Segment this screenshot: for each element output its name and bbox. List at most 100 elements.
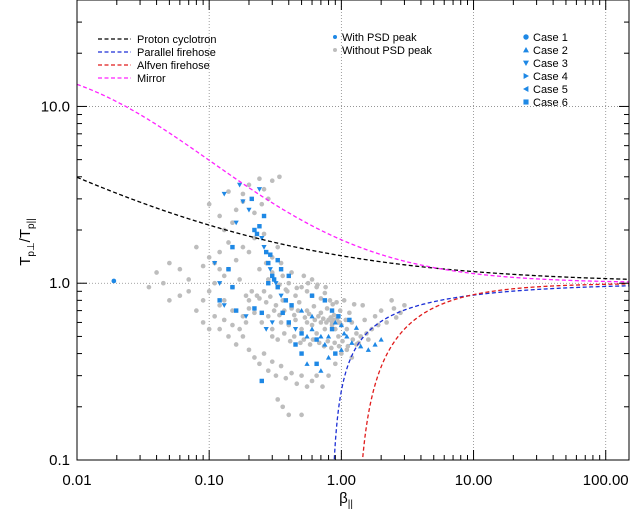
point-with-psd [261, 213, 267, 219]
point-with-psd [289, 303, 294, 308]
point-with-psd [372, 341, 378, 347]
point-without-psd [269, 178, 275, 184]
point-without-psd [304, 288, 310, 294]
point-without-psd [294, 381, 300, 387]
point-with-psd [233, 220, 239, 226]
point-with-psd [283, 298, 289, 303]
point-without-psd [291, 312, 297, 318]
legend-case-marker [523, 99, 529, 105]
point-without-psd [212, 280, 217, 286]
point-with-psd [267, 267, 273, 272]
point-with-psd [111, 278, 117, 284]
point-with-psd [270, 273, 275, 279]
x-axis-title-sub: || [348, 499, 353, 510]
legend-line-label: Alfven firehose [137, 60, 210, 72]
point-with-psd [333, 351, 338, 356]
point-without-psd [299, 373, 304, 378]
point-with-psd [261, 245, 267, 250]
point-without-psd [278, 320, 284, 325]
point-with-psd [221, 303, 227, 308]
point-with-psd [246, 207, 252, 213]
x-tick-label: 0.01 [62, 472, 91, 489]
point-with-psd [338, 347, 344, 352]
point-with-psd [314, 361, 319, 367]
legend-case-marker [523, 34, 529, 40]
point-without-psd [221, 273, 227, 279]
point-without-psd [273, 302, 279, 308]
point-without-psd [271, 308, 277, 313]
point-with-psd [233, 308, 239, 313]
point-without-psd [154, 270, 159, 275]
point-with-psd [278, 267, 284, 272]
point-without-psd [230, 308, 235, 313]
x-tick-label: 10.00 [455, 472, 493, 489]
point-without-psd [345, 343, 351, 349]
y-tick-label: 10.0 [41, 98, 70, 115]
x-axis-title-main: β [339, 490, 348, 507]
point-with-psd [280, 310, 285, 316]
point-without-psd [332, 361, 338, 367]
legend-line-label: Parallel firehose [137, 47, 216, 59]
point-without-psd [217, 266, 222, 272]
point-without-psd [263, 299, 269, 305]
point-with-psd [212, 260, 218, 266]
point-without-psd [265, 313, 271, 319]
point-with-psd [314, 337, 319, 342]
point-with-psd [332, 319, 338, 325]
point-without-psd [254, 293, 260, 299]
y-axis-title: Tp⊥/Tp|| [17, 218, 37, 266]
point-without-psd [349, 355, 355, 360]
point-without-psd [237, 277, 242, 282]
point-without-psd [344, 347, 350, 353]
point-without-psd [226, 189, 231, 194]
legend-point-swatch [333, 48, 337, 52]
point-without-psd [240, 191, 246, 197]
point-without-psd [217, 326, 222, 332]
point-without-psd [293, 293, 298, 299]
point-without-psd [402, 302, 407, 308]
point-without-psd [281, 331, 287, 336]
point-without-psd [354, 331, 359, 336]
point-without-psd [336, 334, 341, 339]
point-with-psd [263, 249, 269, 255]
point-without-psd [310, 337, 316, 342]
point-without-psd [393, 315, 399, 320]
point-with-psd [275, 257, 280, 263]
point-with-psd [318, 368, 324, 373]
point-without-psd [200, 263, 206, 269]
point-without-psd [320, 384, 325, 389]
point-without-psd [206, 326, 212, 332]
point-without-psd [339, 351, 344, 356]
y-axis-title-sub-par: p|| [26, 218, 37, 229]
point-without-psd [286, 412, 292, 418]
y-axis-title-sub-perp: p⊥ [26, 242, 37, 256]
point-without-psd [249, 288, 255, 294]
point-without-psd [280, 273, 286, 279]
x-tick-label: 1.00 [327, 472, 356, 489]
point-without-psd [243, 320, 249, 325]
point-without-psd [337, 308, 343, 313]
points-with-psd [111, 182, 384, 384]
point-without-psd [350, 337, 356, 342]
point-without-psd [322, 290, 328, 296]
legend-point-swatch [333, 35, 337, 39]
point-without-psd [275, 337, 281, 342]
point-with-psd [240, 199, 246, 205]
legend-case-marker [523, 86, 529, 92]
point-without-psd [332, 340, 338, 346]
point-with-psd [298, 308, 305, 313]
threshold-curve [361, 283, 629, 460]
point-without-psd [334, 299, 339, 305]
threshold-curve [333, 285, 629, 460]
point-without-psd [226, 240, 231, 245]
point-without-psd [331, 317, 336, 323]
point-with-psd [252, 306, 257, 311]
point-without-psd [240, 244, 246, 250]
point-without-psd [275, 397, 281, 402]
point-without-psd [316, 313, 321, 319]
point-with-psd [322, 298, 328, 303]
point-with-psd [286, 320, 291, 325]
point-without-psd [287, 338, 293, 344]
point-without-psd [289, 270, 294, 275]
point-with-psd [243, 314, 249, 319]
